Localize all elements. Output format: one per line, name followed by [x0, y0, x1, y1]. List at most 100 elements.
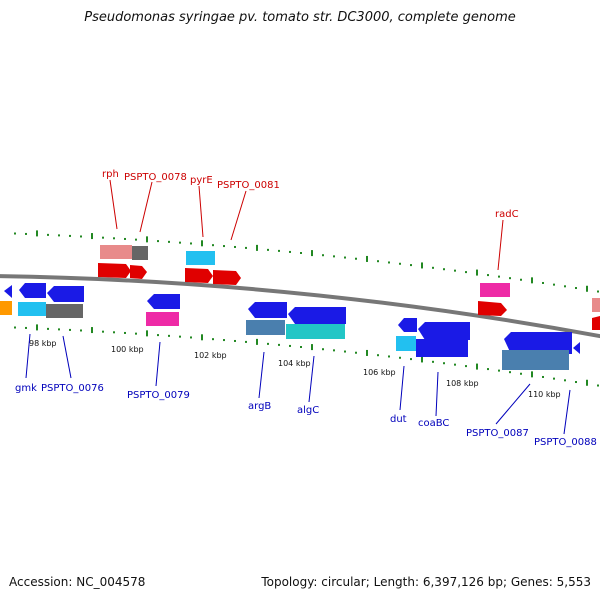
pspto-0079-gene-product-bar[interactable] — [146, 312, 179, 326]
minor-tick — [553, 377, 555, 380]
coabc-gene-arrow[interactable] — [418, 322, 470, 340]
minor-tick — [454, 363, 456, 366]
minor-tick — [575, 287, 577, 290]
minor-tick — [212, 244, 214, 247]
major-tick — [421, 356, 423, 363]
pspto-0081-gene-arrow[interactable] — [213, 270, 241, 285]
algc-gene-product-bar[interactable] — [286, 324, 345, 339]
dut-gene-arrow[interactable] — [398, 318, 417, 332]
minor-tick — [267, 342, 269, 345]
pspto-0078-gene-product-bar[interactable] — [132, 246, 148, 260]
rph-gene-product-bar[interactable] — [100, 245, 132, 259]
pyre-gene-arrow[interactable] — [185, 268, 213, 283]
gene-label-gmk[interactable]: gmk — [15, 383, 37, 394]
minor-tick — [377, 354, 379, 357]
minor-tick — [487, 274, 489, 277]
gene-label-pspto-0081[interactable]: PSPTO_0081 — [217, 180, 280, 191]
minor-tick — [399, 356, 401, 359]
pyre-gene-product-bar[interactable] — [186, 251, 215, 265]
minor-tick — [465, 365, 467, 368]
minor-tick — [564, 379, 566, 382]
major-tick — [366, 255, 368, 262]
scale-label-98: 98 kbp — [29, 339, 57, 348]
pspto-0087-gene-product-bar[interactable] — [502, 350, 569, 370]
gene-label-dut[interactable]: dut — [390, 414, 407, 425]
minor-tick — [135, 238, 137, 241]
gene-label-radc[interactable]: radC — [495, 209, 519, 220]
minor-tick — [278, 249, 280, 252]
gene-label-pspto-0087[interactable]: PSPTO_0087 — [466, 428, 529, 439]
minor-tick — [520, 278, 522, 281]
edge-gene-product-bar[interactable] — [592, 298, 600, 312]
minor-tick — [487, 368, 489, 371]
major-tick — [586, 285, 588, 292]
gene-label-pspto-0078[interactable]: PSPTO_0078 — [124, 172, 187, 183]
argb-gene-arrow[interactable] — [248, 302, 287, 318]
minor-tick — [322, 348, 324, 351]
pspto-0076-gene-product-bar[interactable] — [46, 304, 83, 318]
rph-gene-arrow[interactable] — [98, 263, 131, 278]
gene-label-pspto-0079[interactable]: PSPTO_0079 — [127, 390, 190, 401]
major-tick — [366, 349, 368, 356]
pspto-0088-gene-arrow[interactable] — [573, 342, 580, 354]
minor-tick — [58, 234, 60, 237]
minor-tick — [47, 327, 49, 330]
gmk-gene-arrow[interactable] — [19, 283, 46, 298]
dut-gene-product-bar[interactable] — [396, 336, 416, 351]
genome-backbone — [0, 274, 600, 339]
minor-tick — [344, 256, 346, 259]
minor-tick — [300, 252, 302, 254]
gene-label-argb[interactable]: argB — [248, 401, 271, 412]
gene-label-coabc[interactable]: coaBC — [418, 418, 449, 429]
reverse-gene-labels: gmk PSPTO_0076 PSPTO_0079 argB algC dut … — [15, 383, 597, 448]
major-tick — [256, 244, 258, 251]
minor-tick — [245, 246, 247, 249]
minor-tick — [80, 329, 82, 332]
radc-gene-product-bar[interactable] — [480, 283, 510, 297]
major-tick — [256, 338, 258, 345]
edge-gene-arrow[interactable] — [592, 316, 600, 330]
minor-tick — [25, 326, 27, 329]
scale-label-100: 100 kbp — [111, 345, 144, 354]
argb-gene-product-bar[interactable] — [246, 320, 285, 335]
minor-tick — [80, 235, 82, 238]
pspto-0078-gene-arrow[interactable] — [130, 265, 147, 279]
minor-tick — [47, 233, 49, 236]
minor-tick — [102, 236, 104, 239]
accession-info: Accession: NC_004578 — [9, 575, 145, 589]
genome-title: Pseudomonas syringae pv. tomato str. DC3… — [84, 10, 516, 25]
pspto-0087-gene-arrow[interactable] — [504, 332, 572, 354]
gene-label-algc[interactable]: algC — [297, 405, 319, 416]
minor-tick — [179, 335, 181, 338]
minor-tick — [190, 336, 192, 339]
algc-gene-arrow[interactable] — [288, 307, 346, 324]
major-tick — [201, 334, 203, 341]
gene-label-pspto-0088[interactable]: PSPTO_0088 — [534, 437, 597, 448]
coabc-gene-product-bar[interactable] — [416, 339, 468, 357]
minor-tick — [168, 240, 170, 243]
gene-label-rph[interactable]: rph — [102, 169, 119, 180]
minor-tick — [157, 240, 159, 243]
minor-tick — [443, 362, 445, 365]
minor-tick — [443, 268, 445, 271]
scale-label-110: 110 kbp — [528, 390, 561, 399]
length-label: Length: — [373, 575, 420, 589]
pspto-0079-gene-arrow[interactable] — [147, 294, 180, 309]
pspto-0076-gene-arrow[interactable] — [47, 286, 84, 302]
minor-tick — [267, 248, 269, 251]
edge-left-gene-product-bar[interactable] — [0, 301, 12, 315]
minor-tick — [157, 334, 159, 337]
edge-left-gene-arrow[interactable] — [4, 285, 12, 298]
gmk-gene-product-bar[interactable] — [18, 302, 46, 316]
scale-label-106: 106 kbp — [363, 368, 396, 377]
radc-gene-arrow[interactable] — [478, 301, 507, 316]
minor-tick — [168, 334, 170, 337]
minor-tick — [58, 328, 60, 331]
major-tick — [476, 363, 478, 370]
minor-tick — [355, 257, 357, 260]
gene-label-pyre[interactable]: pyrE — [190, 175, 213, 186]
scale-label-108: 108 kbp — [446, 379, 479, 388]
gene-label-pspto-0076[interactable]: PSPTO_0076 — [41, 383, 104, 394]
